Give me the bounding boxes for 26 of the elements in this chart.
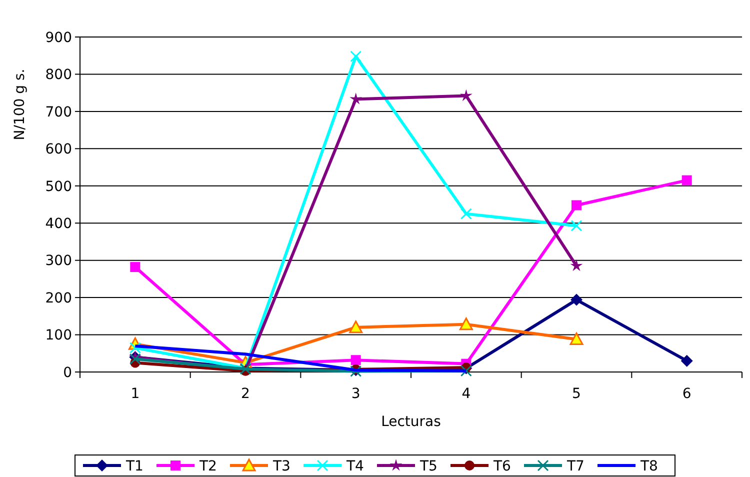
y-tick-label: 0 [63,364,72,381]
legend-label: T1 [125,458,144,474]
x-tick-label: 5 [572,386,581,402]
y-axis-title: N/100 g s. [12,68,28,140]
y-tick-label: 900 [45,30,72,46]
x-tick-label: 4 [462,386,471,402]
y-tick-label: 500 [45,178,72,195]
x-tick-label: 3 [351,386,360,402]
y-tick-label: 200 [45,290,72,306]
legend-label: T6 [492,458,512,474]
legend-label: T7 [566,458,584,474]
x-tick-label: 2 [241,386,250,402]
legend-label: T8 [640,458,658,474]
y-tick-label: 100 [45,328,72,344]
y-tick-label: 600 [45,142,72,158]
legend-label: T3 [272,458,290,474]
legend-label: T2 [198,458,217,474]
y-tick-label: 300 [45,253,72,270]
legend-label: T5 [419,458,438,474]
x-axis-title: Lecturas [381,414,441,430]
legend-label: T4 [346,458,364,474]
x-tick-label: 1 [130,386,140,402]
y-tick-label: 700 [45,104,72,120]
y-tick-label: 800 [45,67,72,84]
x-tick-label: 6 [682,386,692,402]
y-tick-label: 400 [45,216,72,232]
